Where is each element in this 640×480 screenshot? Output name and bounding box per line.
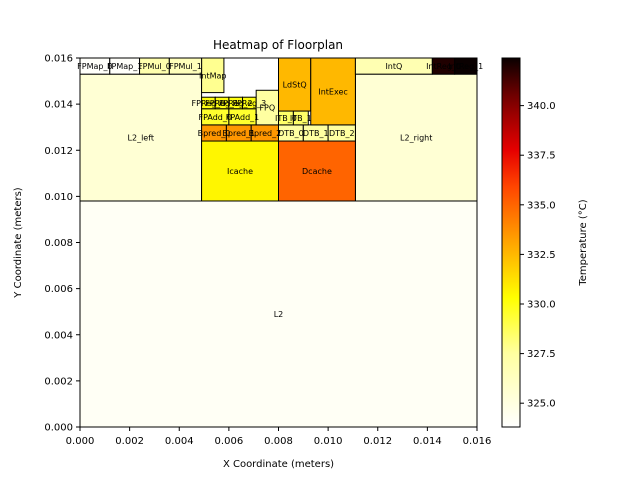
y-tick-label: 0.004 (44, 330, 73, 341)
x-tick-label: 0.006 (215, 436, 244, 447)
x-tick-label: 0.002 (115, 436, 144, 447)
colorbar-tick-label: 337.5 (527, 151, 556, 162)
y-tick-label: 0.010 (44, 192, 73, 203)
x-axis-title: X Coordinate (meters) (223, 459, 334, 470)
block-label-intmap: IntMap (199, 71, 226, 80)
x-tick-label: 0.000 (66, 436, 95, 447)
x-tick-label: 0.008 (264, 436, 293, 447)
block-label-l2-right: L2_right (400, 134, 432, 143)
y-axis-title: Y Coordinate (meters) (13, 187, 24, 298)
block-label-fpadd-1: FPAdd_1 (226, 113, 260, 122)
y-tick-label: 0.014 (44, 100, 73, 111)
block-label-l2: L2 (274, 310, 284, 319)
colorbar-tick-label: 340.0 (527, 101, 556, 112)
block-label-fpreg-3: FPReg_3 (232, 99, 266, 108)
block-label-dtb-1: DTB_1 (303, 129, 329, 138)
block-label-fpmap-1: FPMap_1 (107, 62, 142, 71)
block-label-l2-left: L2_left (128, 134, 155, 143)
block-label-fpmul-0: FPMul_0 (138, 62, 171, 71)
x-tick-label: 0.010 (314, 436, 343, 447)
block-label-intq: IntQ (385, 62, 402, 71)
y-tick-label: 0.008 (44, 238, 73, 249)
block-label-dtb-2: DTB_2 (329, 129, 355, 138)
block-label-fpmul-1: FPMul_1 (169, 62, 202, 71)
colorbar-tick-label: 332.5 (527, 250, 556, 261)
y-tick-label: 0.016 (44, 54, 73, 65)
y-tick-label: 0.012 (44, 146, 73, 157)
block-label-dtb-0: DTB_0 (278, 129, 304, 138)
block-label-icache: Icache (227, 167, 253, 176)
block-label-dcache: Dcache (302, 167, 332, 176)
block-label-bpred-2: Bpred_2 (248, 129, 281, 138)
y-tick-label: 0.002 (44, 376, 73, 387)
colorbar-tick-label: 335.0 (527, 200, 556, 211)
y-tick-label: 0.006 (44, 284, 73, 295)
colorbar-title: Temperature (°C) (578, 199, 589, 286)
colorbar-tick-label: 325.0 (527, 399, 556, 410)
colorbar-tick-label: 327.5 (527, 349, 556, 360)
colorbar-tick-label: 330.0 (527, 300, 556, 311)
x-tick-label: 0.004 (165, 436, 194, 447)
x-tick-label: 0.016 (463, 436, 492, 447)
block-label-intreg-1: IntReg_1 (448, 62, 483, 71)
colorbar (502, 58, 520, 427)
x-tick-label: 0.014 (413, 436, 442, 447)
chart-title: Heatmap of Floorplan (213, 38, 343, 52)
block-label-ldstq: LdStQ (283, 81, 307, 90)
block-label-intexec: IntExec (318, 87, 347, 96)
colorbar-ticks: 325.0 327.5 330.0 332.5 335.0 337.5 340.0 (520, 101, 556, 410)
y-tick-label: 0.000 (44, 423, 73, 434)
x-tick-label: 0.012 (363, 436, 392, 447)
block-label-itb-1: ITB_1 (290, 114, 312, 123)
